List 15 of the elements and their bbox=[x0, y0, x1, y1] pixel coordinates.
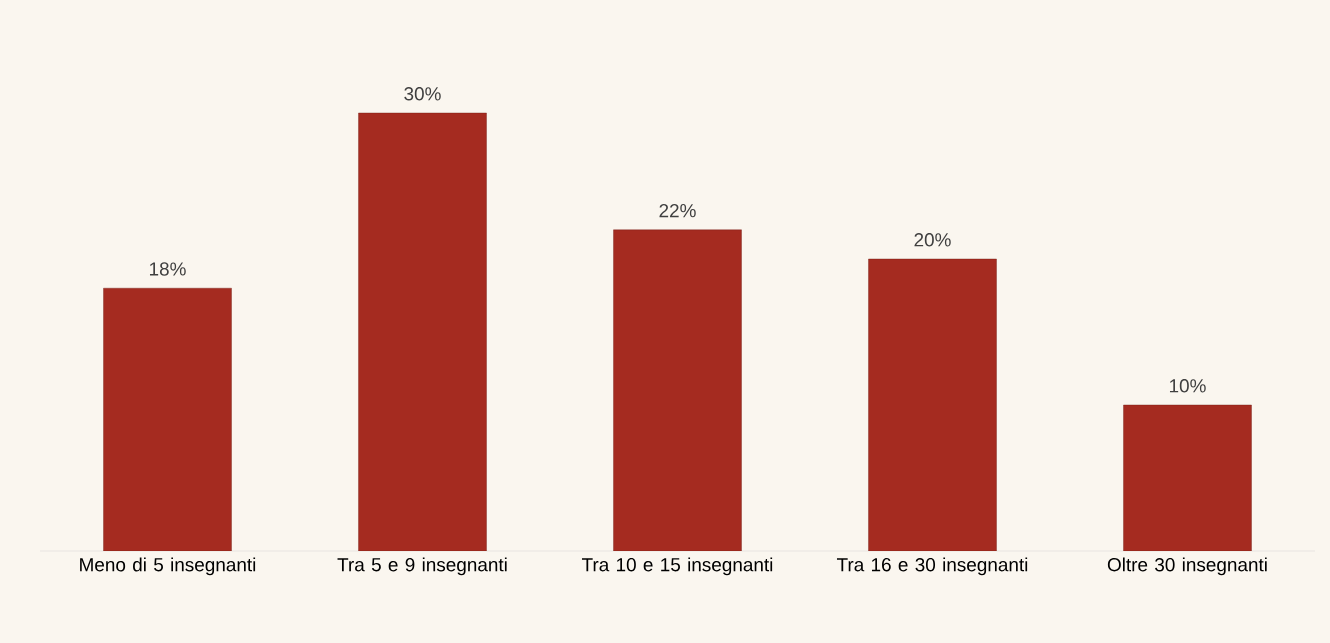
x-tick-label: Tra 16 e 30 insegnanti bbox=[836, 557, 1028, 576]
data-label: 18% bbox=[149, 262, 186, 276]
x-tick-label: Oltre 30 insegnanti bbox=[1107, 557, 1267, 576]
bar bbox=[103, 288, 232, 551]
data-label: 30% bbox=[404, 87, 441, 101]
bar bbox=[868, 258, 997, 551]
bar bbox=[613, 229, 742, 551]
bar bbox=[358, 112, 487, 551]
x-tick-label: Meno di 5 insegnanti bbox=[80, 557, 256, 576]
x-tick-label: Tra 10 e 15 insegnanti bbox=[581, 557, 773, 576]
bar bbox=[1123, 404, 1252, 551]
x-tick-label: Tra 5 e 9 insegnanti bbox=[337, 557, 507, 576]
data-label: 22% bbox=[659, 203, 696, 218]
data-label: 20% bbox=[914, 233, 951, 247]
data-label: 10% bbox=[1169, 379, 1206, 393]
